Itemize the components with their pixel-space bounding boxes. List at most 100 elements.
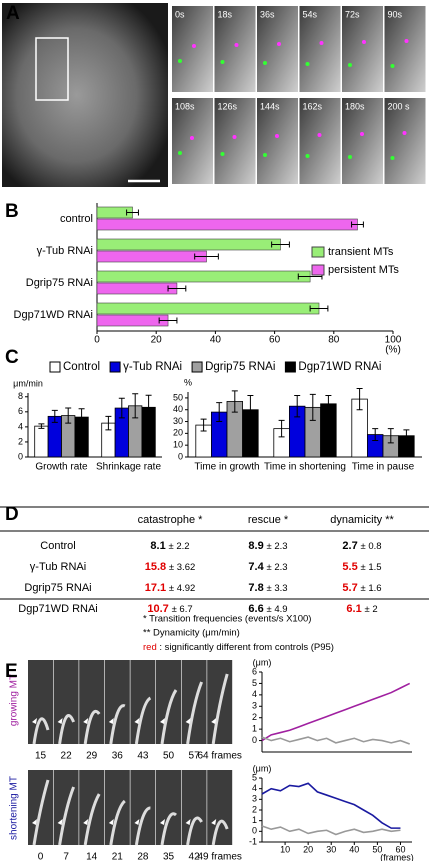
error-bar [194, 253, 219, 260]
y-axis-label: μm/min [13, 378, 43, 388]
error-bar [200, 418, 207, 432]
time-label: 72s [345, 9, 360, 19]
frame [104, 660, 130, 744]
x-tick-label: 40 [210, 335, 222, 346]
thumbnail [257, 98, 298, 184]
x-tick-label: 60 [269, 335, 281, 346]
table-cell: 17.1 ± 4.92 [145, 582, 196, 594]
microtubule [134, 696, 152, 745]
y-tick-label: 2 [252, 804, 257, 814]
y-tick-label: 50 [173, 392, 183, 402]
microtubule [160, 689, 178, 745]
marker [220, 152, 225, 156]
frame-label: 15 [35, 751, 47, 762]
table-cell: 6.1 ± 2 [346, 603, 377, 615]
arrowhead [57, 819, 63, 825]
frame [28, 660, 53, 744]
microtubule [134, 806, 151, 846]
cell-error: ± 4.9 [267, 604, 288, 615]
legend-swatch [109, 361, 121, 373]
error-bar [167, 285, 187, 292]
time-label: 180s [345, 101, 365, 111]
category-label: Dgp71WD RNAi [14, 309, 93, 321]
table-cell: 7.4 ± 2.3 [248, 561, 287, 573]
frame-label: 49 frames [197, 852, 241, 861]
table-cell: 8.1 ± 2.2 [150, 540, 189, 552]
time-label: 54s [303, 9, 318, 19]
y-axis-label: % [184, 377, 192, 387]
legend-swatch [49, 361, 61, 373]
legend-swatch [311, 246, 325, 258]
frame [79, 770, 105, 845]
legend-label: persistent MTs [328, 264, 399, 276]
time-label: 18s [218, 9, 233, 19]
arrowhead [57, 718, 63, 724]
bar [96, 218, 358, 231]
line [261, 782, 401, 829]
error-bar [403, 429, 410, 443]
microtubule [58, 714, 75, 745]
bar [96, 238, 281, 251]
bar [96, 282, 178, 295]
footnote: ** Dynamicity (μm/min) [143, 628, 240, 639]
marker [234, 43, 239, 47]
x-tick-label: 100 [385, 335, 402, 346]
marker [263, 153, 267, 157]
arrowhead [134, 718, 140, 724]
error-bar [351, 221, 364, 228]
arrowhead [134, 819, 140, 825]
legend-label: Dgrip75 RNAi [205, 361, 275, 373]
y-tick-label: 3 [252, 794, 257, 804]
column-header: rescue * [248, 514, 289, 526]
arrowhead [185, 819, 191, 825]
table-cell: 6.6 ± 4.9 [248, 603, 287, 615]
arrowhead [108, 718, 114, 724]
cell-mean: 15.8 [145, 561, 166, 573]
table-cell: 5.7 ± 1.6 [342, 582, 381, 594]
category-label: Dgrip75 RNAi [26, 277, 93, 289]
category-label: γ-Tub RNAi [37, 245, 93, 257]
frame-label: 50 [163, 751, 175, 762]
x-tick-label: 80 [328, 335, 340, 346]
error-bar [132, 393, 139, 419]
arrowhead [108, 819, 114, 825]
error-bar [247, 395, 254, 425]
thumbnail [299, 6, 341, 92]
thumbnail [214, 6, 256, 92]
marker [192, 44, 196, 48]
cell-error: ± 3.3 [267, 583, 288, 594]
time-label: 36s [260, 9, 275, 19]
y-tick-label: -1 [249, 836, 257, 846]
error-bar [271, 241, 290, 248]
time-label: 90s [388, 9, 403, 19]
table-cell: 2.7 ± 0.8 [342, 540, 381, 552]
time-label: 126s [218, 101, 238, 111]
frame [130, 660, 156, 744]
thumbnail [384, 6, 426, 92]
legend-swatch [284, 361, 296, 373]
error-bar [145, 394, 152, 420]
cell-mean: 5.7 [342, 582, 357, 594]
arrowhead [83, 718, 89, 724]
microtubule [186, 816, 203, 846]
table-cell: 10.7 ± 6.7 [147, 603, 192, 615]
arrowhead [32, 819, 37, 825]
panel-label: B [5, 201, 19, 222]
thumbnail [172, 98, 213, 184]
microtubule [160, 812, 178, 846]
thumbnail [384, 98, 426, 184]
x-tick-label: 20 [303, 844, 313, 854]
y-tick-label: 6 [252, 666, 257, 676]
marker [348, 155, 352, 159]
y-tick-label: 10 [173, 440, 183, 450]
y-tick-label: 0 [252, 826, 257, 836]
cell-error: ± 2.3 [267, 562, 288, 573]
footnote: red : significantly different from contr… [143, 642, 334, 653]
cell-error: ± 4.92 [169, 583, 195, 594]
frame-label: 43 [137, 751, 149, 762]
x-tick-label: 20 [151, 335, 163, 346]
shortening-label: shortening MT [9, 776, 20, 840]
error-bar [294, 395, 301, 418]
y-tick-label: 1 [252, 724, 257, 734]
